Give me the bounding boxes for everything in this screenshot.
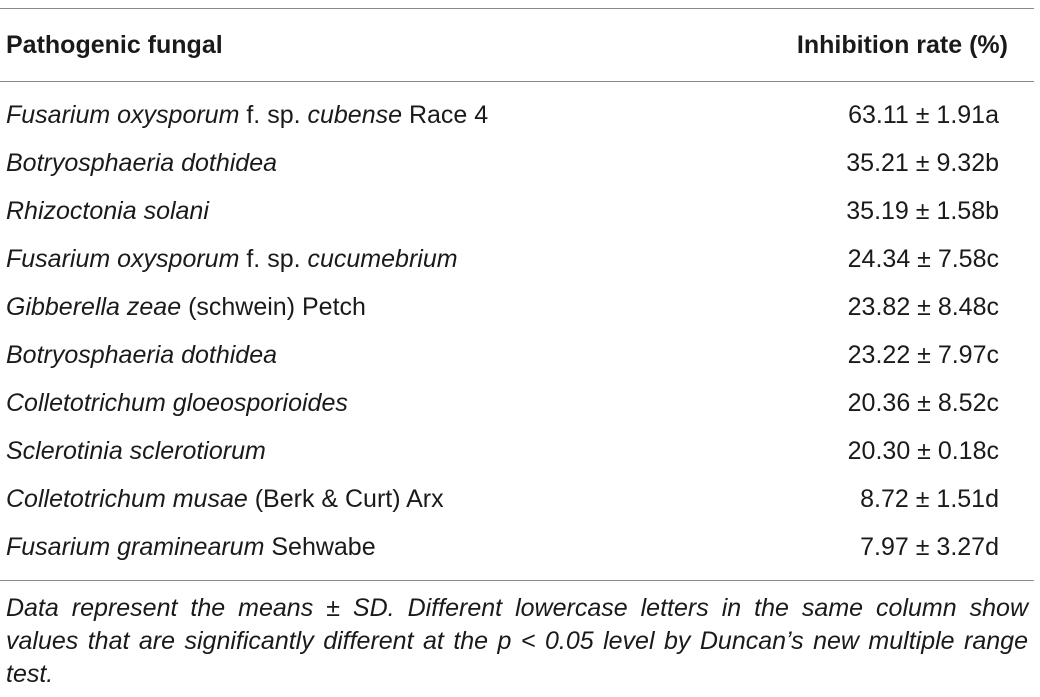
inhibition-rate-value: 35.19 ± 1.58b <box>846 196 999 225</box>
pathogen-name-plain: Sehwabe <box>264 532 376 561</box>
pathogen-name-plain: (Berk & Curt) Arx <box>247 484 444 513</box>
inhibition-rate-value: 35.21 ± 9.32b <box>846 148 999 177</box>
table-row: Rhizoctonia solani 35.19 ± 1.58b <box>0 187 1034 235</box>
pathogen-name: Botryosphaeria dothidea <box>6 341 277 370</box>
pathogen-name-plain: (schwein) Petch <box>181 292 366 321</box>
table-row: Fusarium oxysporum f. sp. cubense Race 4… <box>0 91 1034 139</box>
pathogen-name: Fusarium oxysporum f. sp. cucumebrium <box>6 245 458 274</box>
inhibition-rate-value: 20.36 ± 8.52c <box>847 388 999 417</box>
pathogen-name: Rhizoctonia solani <box>6 197 209 226</box>
table-bottom-rule <box>0 580 1034 581</box>
pathogen-name-italic: Botryosphaeria dothidea <box>6 340 278 369</box>
pathogen-name-plain: f. sp. <box>239 100 308 129</box>
pathogen-name-italic: Sclerotinia sclerotiorum <box>6 436 266 465</box>
table-row: Gibberella zeae (schwein) Petch 23.82 ± 8… <box>0 283 1034 331</box>
pathogen-name-italic: cucumebrium <box>307 244 458 273</box>
table-footnote: Data represent the means ± SD. Different… <box>6 594 1028 688</box>
pathogen-name: Sclerotinia sclerotiorum <box>6 437 266 466</box>
header-inhibition-rate: Inhibition rate (%) <box>796 30 1008 59</box>
pathogen-name-italic: cubense <box>307 100 403 129</box>
table-top-rule <box>0 8 1034 9</box>
table-row: Colletotrichum gloeosporioides 20.36 ± 8.… <box>0 379 1034 427</box>
pathogen-name: Fusarium graminearum Sehwabe <box>6 533 376 562</box>
pathogen-name-plain: f. sp. <box>239 244 308 273</box>
pathogen-name-italic: Colletotrichum musae <box>6 484 248 513</box>
table-row: Fusarium graminearum Sehwabe 7.97 ± 3.27d <box>0 523 1034 571</box>
inhibition-rate-value: 23.82 ± 8.48c <box>847 292 999 321</box>
pathogen-name-plain: Race 4 <box>402 100 489 129</box>
inhibition-rate-value: 20.30 ± 0.18c <box>847 436 999 465</box>
table-row: Sclerotinia sclerotiorum 20.30 ± 0.18c <box>0 427 1034 475</box>
table-row: Colletotrichum musae (Berk & Curt) Arx 8.… <box>0 475 1034 523</box>
inhibition-rate-value: 63.11 ± 1.91a <box>848 100 999 129</box>
inhibition-rate-value: 8.72 ± 1.51d <box>860 484 999 513</box>
pathogen-name: Fusarium oxysporum f. sp. cubense Race 4 <box>6 101 488 130</box>
pathogen-name: Gibberella zeae (schwein) Petch <box>6 293 366 322</box>
inhibition-rate-value: 23.22 ± 7.97c <box>847 340 999 369</box>
header-pathogenic-fungal: Pathogenic fungal <box>6 30 223 59</box>
pathogen-name: Colletotrichum musae (Berk & Curt) Arx <box>6 485 444 514</box>
pathogen-name-italic: Rhizoctonia solani <box>6 196 209 225</box>
pathogen-name-italic: Fusarium oxysporum <box>6 244 240 273</box>
table-header-row: Pathogenic fungal Inhibition rate (%) <box>0 9 1034 81</box>
pathogen-name-italic: Fusarium graminearum <box>6 532 265 561</box>
pathogen-name: Colletotrichum gloeosporioides <box>6 389 348 418</box>
table-row: Fusarium oxysporum f. sp. cucumebrium 24.… <box>0 235 1034 283</box>
pathogen-name-italic: Gibberella zeae <box>6 292 182 321</box>
table-row: Botryosphaeria dothidea 23.22 ± 7.97c <box>0 331 1034 379</box>
inhibition-rate-value: 7.97 ± 3.27d <box>860 532 999 561</box>
table-body: Fusarium oxysporum f. sp. cubense Race 4… <box>0 82 1034 580</box>
pathogen-name-italic: Fusarium oxysporum <box>6 100 240 129</box>
pathogen-name: Botryosphaeria dothidea <box>6 149 277 178</box>
inhibition-rate-value: 24.34 ± 7.58c <box>847 244 999 273</box>
pathogen-name-italic: Colletotrichum gloeosporioides <box>6 388 348 417</box>
table-row: Botryosphaeria dothidea 35.21 ± 9.32b <box>0 139 1034 187</box>
pathogen-name-italic: Botryosphaeria dothidea <box>6 148 278 177</box>
table-header-rule <box>0 81 1034 82</box>
